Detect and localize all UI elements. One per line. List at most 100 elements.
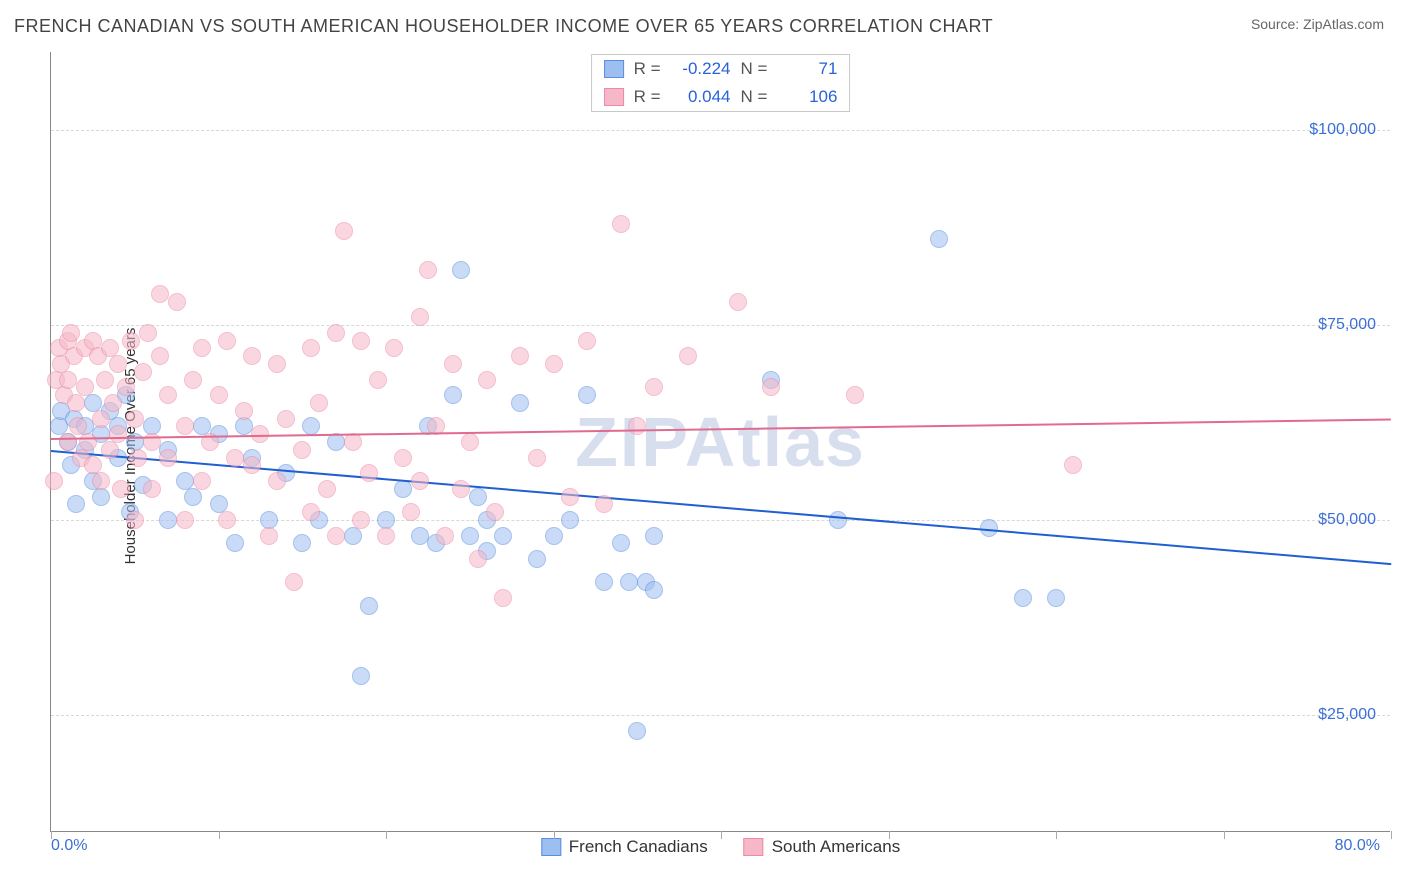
data-point bbox=[327, 527, 345, 545]
data-point bbox=[436, 527, 454, 545]
data-point bbox=[344, 527, 362, 545]
data-point bbox=[109, 355, 127, 373]
correlation-stats-box: R =-0.224N =71R =0.044N =106 bbox=[591, 54, 851, 112]
data-point bbox=[184, 371, 202, 389]
data-point bbox=[159, 449, 177, 467]
legend-label: South Americans bbox=[772, 837, 901, 857]
data-point bbox=[151, 285, 169, 303]
data-point bbox=[59, 371, 77, 389]
data-point bbox=[302, 503, 320, 521]
data-point bbox=[109, 425, 127, 443]
data-point bbox=[243, 456, 261, 474]
scatter-plot-area: ZIPAtlas R =-0.224N =71R =0.044N =106 Fr… bbox=[50, 52, 1390, 832]
data-point bbox=[268, 355, 286, 373]
data-point bbox=[578, 386, 596, 404]
source-link[interactable]: ZipAtlas.com bbox=[1303, 16, 1384, 32]
data-point bbox=[469, 550, 487, 568]
legend-item: South Americans bbox=[744, 837, 901, 857]
data-point bbox=[143, 480, 161, 498]
x-tick-mark bbox=[1056, 831, 1057, 839]
data-point bbox=[293, 534, 311, 552]
data-point bbox=[176, 511, 194, 529]
x-tick-mark bbox=[219, 831, 220, 839]
data-point bbox=[411, 308, 429, 326]
data-point bbox=[461, 527, 479, 545]
data-point bbox=[151, 347, 169, 365]
data-point bbox=[176, 417, 194, 435]
data-point bbox=[478, 371, 496, 389]
data-point bbox=[1014, 589, 1032, 607]
data-point bbox=[235, 402, 253, 420]
data-point bbox=[260, 527, 278, 545]
data-point bbox=[226, 449, 244, 467]
data-point bbox=[829, 511, 847, 529]
data-point bbox=[101, 441, 119, 459]
data-point bbox=[394, 449, 412, 467]
data-point bbox=[612, 215, 630, 233]
data-point bbox=[394, 480, 412, 498]
data-point bbox=[62, 324, 80, 342]
stat-r-value: 0.044 bbox=[671, 87, 731, 107]
y-tick-label: $50,000 bbox=[1318, 511, 1376, 529]
data-point bbox=[67, 495, 85, 513]
data-point bbox=[352, 332, 370, 350]
data-point bbox=[385, 339, 403, 357]
data-point bbox=[327, 324, 345, 342]
data-point bbox=[1047, 589, 1065, 607]
data-point bbox=[1064, 456, 1082, 474]
data-point bbox=[193, 339, 211, 357]
data-point bbox=[595, 495, 613, 513]
data-point bbox=[452, 480, 470, 498]
data-point bbox=[494, 527, 512, 545]
data-point bbox=[92, 488, 110, 506]
data-point bbox=[76, 378, 94, 396]
data-point bbox=[528, 550, 546, 568]
gridline bbox=[51, 715, 1390, 716]
y-tick-label: $100,000 bbox=[1309, 121, 1376, 139]
data-point bbox=[528, 449, 546, 467]
legend: French Canadians South Americans bbox=[541, 837, 900, 857]
data-point bbox=[369, 371, 387, 389]
data-point bbox=[360, 464, 378, 482]
legend-item: French Canadians bbox=[541, 837, 708, 857]
x-tick-mark bbox=[51, 831, 52, 839]
data-point bbox=[645, 581, 663, 599]
data-point bbox=[628, 417, 646, 435]
series-swatch bbox=[604, 88, 624, 106]
x-tick-mark bbox=[721, 831, 722, 839]
data-point bbox=[285, 573, 303, 591]
data-point bbox=[67, 394, 85, 412]
stat-r-label: R = bbox=[634, 87, 661, 107]
chart-title: FRENCH CANADIAN VS SOUTH AMERICAN HOUSEH… bbox=[14, 16, 993, 37]
data-point bbox=[444, 355, 462, 373]
legend-swatch bbox=[541, 838, 561, 856]
data-point bbox=[352, 511, 370, 529]
data-point bbox=[561, 511, 579, 529]
data-point bbox=[419, 261, 437, 279]
data-point bbox=[411, 527, 429, 545]
data-point bbox=[511, 394, 529, 412]
data-point bbox=[377, 527, 395, 545]
data-point bbox=[218, 332, 236, 350]
x-axis-max-label: 80.0% bbox=[1335, 837, 1380, 855]
stat-row: R =0.044N =106 bbox=[592, 83, 850, 111]
data-point bbox=[159, 511, 177, 529]
data-point bbox=[762, 378, 780, 396]
data-point bbox=[461, 433, 479, 451]
data-point bbox=[293, 441, 311, 459]
data-point bbox=[193, 472, 211, 490]
data-point bbox=[645, 378, 663, 396]
data-point bbox=[92, 472, 110, 490]
data-point bbox=[79, 433, 97, 451]
data-point bbox=[126, 410, 144, 428]
data-point bbox=[620, 573, 638, 591]
data-point bbox=[302, 417, 320, 435]
x-tick-mark bbox=[554, 831, 555, 839]
x-axis-min-label: 0.0% bbox=[51, 837, 87, 855]
data-point bbox=[612, 534, 630, 552]
data-point bbox=[104, 394, 122, 412]
legend-label: French Canadians bbox=[569, 837, 708, 857]
data-point bbox=[218, 511, 236, 529]
data-point bbox=[139, 324, 157, 342]
data-point bbox=[930, 230, 948, 248]
